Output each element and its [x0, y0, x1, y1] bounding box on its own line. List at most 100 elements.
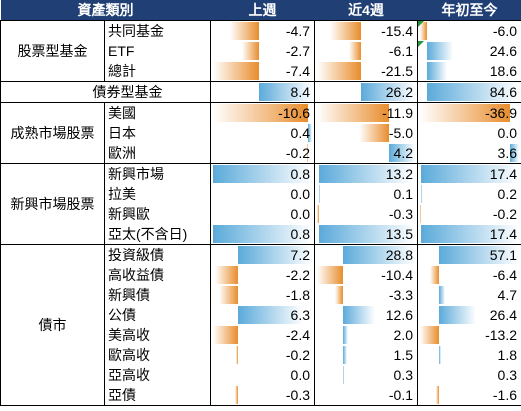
- data-bar-positive: [237, 246, 312, 264]
- table-row: 成熟市場股票 美國 -10.6 -11.9 -36.9: [0, 102, 521, 164]
- data-bar-track: [420, 386, 519, 404]
- value-cell: 0.0: [210, 184, 315, 204]
- value-cell: 26.4: [417, 305, 521, 325]
- data-bar-positive: [510, 144, 519, 162]
- value-text: -0.1: [388, 387, 413, 403]
- value-text: 18.6: [489, 63, 517, 79]
- value-text: -0.2: [285, 347, 310, 363]
- table-body: 股票型基金 共同基金 -4.7 -15.4 -6.0 ETF -2.7 -6.1 24.6 總計 -…: [0, 20, 521, 406]
- data-bar-track: [213, 266, 312, 284]
- data-bar-negative: [429, 266, 439, 284]
- value-text: -6.1: [388, 43, 413, 59]
- data-bar-positive: [389, 144, 415, 162]
- table-row: ETF -2.7 -6.1 24.6: [1, 41, 521, 61]
- value-text: -2.2: [285, 267, 310, 283]
- data-bar-negative: [420, 22, 427, 40]
- data-bar-track: [420, 225, 519, 243]
- value-text: -6.4: [492, 267, 517, 283]
- header-column-ytd: 年初至今: [417, 0, 521, 21]
- value-text: -4.7: [285, 23, 310, 39]
- value-cell: 57.1: [417, 244, 521, 265]
- data-bar-negative: [213, 326, 238, 344]
- value-cell: -11.9: [314, 102, 418, 123]
- data-bar-track: [317, 225, 415, 243]
- value-text: 57.1: [489, 247, 517, 263]
- group-label: 新興市場股票: [0, 163, 105, 245]
- data-bar-track: [317, 185, 415, 203]
- value-text: -0.3: [285, 387, 310, 403]
- value-cell: -10.6: [210, 102, 315, 123]
- data-bar-track: [317, 165, 415, 183]
- row-label: 日本: [108, 125, 136, 141]
- value-cell: 12.6: [314, 305, 418, 325]
- value-cell: -4.7: [210, 20, 315, 41]
- table-row: 美高收 -2.4 2.0 -13.2: [1, 325, 521, 345]
- data-bar-track: [420, 366, 519, 384]
- value-text: 28.8: [385, 247, 413, 263]
- value-text: -15.4: [381, 23, 413, 39]
- data-bar-positive: [438, 306, 476, 324]
- data-bar-negative: [317, 205, 320, 223]
- data-bar-track: [420, 83, 519, 101]
- value-text: -0.3: [388, 206, 413, 222]
- value-text: 0.8: [290, 166, 310, 182]
- value-text: -1.8: [285, 287, 310, 303]
- data-bar-track: [213, 42, 312, 60]
- value-cell: 84.6: [417, 81, 521, 103]
- data-bar-positive: [438, 346, 442, 364]
- value-text: 84.6: [489, 84, 517, 100]
- value-cell: -2.2: [210, 265, 315, 285]
- value-cell: 2.0: [314, 325, 418, 345]
- row-label: 美高收: [108, 327, 150, 343]
- value-text: 12.6: [385, 307, 413, 323]
- data-bar-track: [317, 286, 415, 304]
- data-bar-negative: [317, 104, 390, 122]
- value-text: -2.7: [285, 43, 310, 59]
- value-text: 24.6: [489, 43, 517, 59]
- data-bar-negative: [219, 286, 238, 304]
- data-bar-track: [213, 104, 312, 122]
- value-cell: 28.8: [314, 244, 418, 265]
- data-bar-track: [317, 386, 415, 404]
- value-text: 1.5: [393, 347, 413, 363]
- data-bar-positive: [308, 124, 312, 142]
- value-text: 7.2: [290, 247, 310, 263]
- data-bar-track: [213, 144, 312, 162]
- data-bar-track: [213, 326, 312, 344]
- table-row: 債券型基金 8.4 26.2 84.6: [0, 81, 521, 103]
- table-row: 歐洲 -0.2 4.2 3.6: [1, 143, 521, 164]
- row-label: 拉美: [108, 186, 136, 202]
- row-label: 亞高收: [108, 367, 150, 383]
- data-bar-track: [317, 205, 415, 223]
- table-row: 總計 -7.4 -21.5 18.6: [1, 61, 521, 82]
- data-bar-positive: [319, 225, 415, 243]
- value-text: -10.6: [278, 105, 310, 121]
- value-cell: 17.4: [417, 224, 521, 245]
- value-text: -36.9: [485, 105, 517, 121]
- data-bar-track: [420, 62, 519, 80]
- data-bar-negative: [235, 346, 238, 364]
- table-row: 新興債 -1.8 -3.3 4.7: [1, 285, 521, 305]
- value-cell: -1.6: [417, 385, 521, 406]
- value-cell: 0.2: [417, 184, 521, 204]
- data-bar-positive: [343, 306, 375, 324]
- value-text: -11.9: [382, 105, 413, 121]
- data-bar-positive: [213, 165, 312, 183]
- group-label: 債市: [0, 244, 105, 406]
- row-label: 亞太(不含日): [108, 226, 188, 242]
- data-bar-negative: [420, 205, 422, 223]
- value-text: 1.8: [497, 347, 517, 363]
- value-text: 0.0: [497, 125, 517, 141]
- data-bar-track: [213, 83, 312, 101]
- error-indicator-icon: [418, 41, 424, 47]
- table-row: 債市 投資級債 7.2 28.8 57.1: [0, 244, 521, 406]
- value-cell: 3.6: [417, 143, 521, 164]
- data-bar-negative: [334, 286, 343, 304]
- data-bar-negative: [359, 124, 390, 142]
- data-bar-track: [420, 306, 519, 324]
- value-text: 6.3: [290, 307, 310, 323]
- data-bar-positive: [319, 165, 413, 183]
- data-bar-track: [317, 83, 415, 101]
- value-cell: 1.5: [314, 345, 418, 365]
- table-row: 日本 0.4 -5.0 0.0: [1, 123, 521, 143]
